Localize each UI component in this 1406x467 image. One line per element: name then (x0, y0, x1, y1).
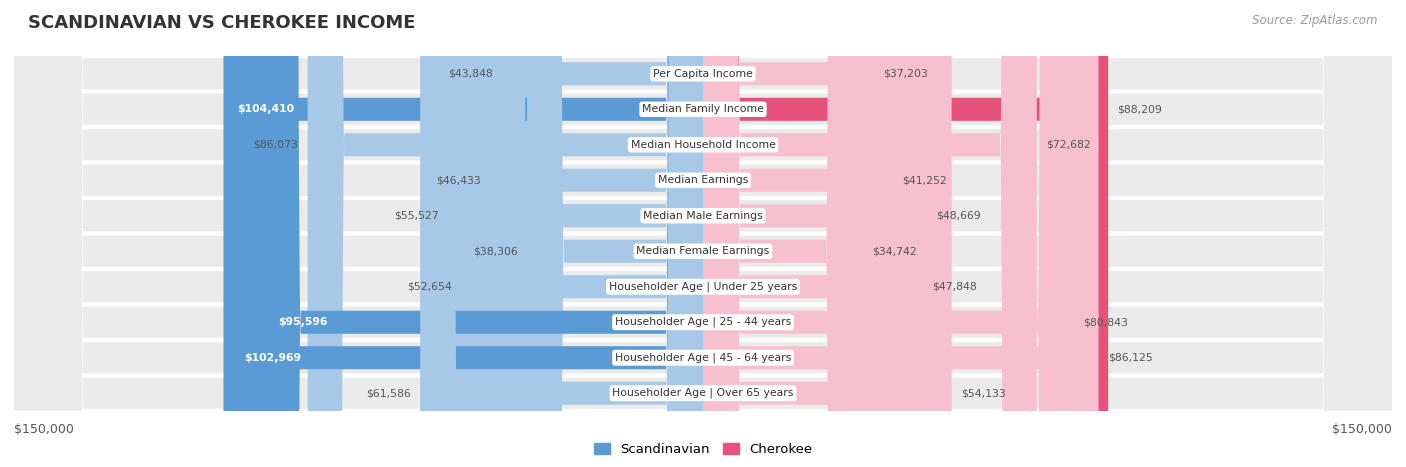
Text: Householder Age | 25 - 44 years: Householder Age | 25 - 44 years (614, 317, 792, 327)
FancyBboxPatch shape (14, 0, 1392, 467)
Text: $61,586: $61,586 (366, 388, 411, 398)
Text: $72,682: $72,682 (1046, 140, 1091, 150)
Text: $46,433: $46,433 (436, 175, 481, 185)
FancyBboxPatch shape (489, 0, 703, 467)
Text: $55,527: $55,527 (394, 211, 439, 221)
FancyBboxPatch shape (703, 0, 1074, 467)
FancyBboxPatch shape (703, 0, 1108, 467)
Text: SCANDINAVIAN VS CHEROKEE INCOME: SCANDINAVIAN VS CHEROKEE INCOME (28, 14, 416, 32)
Text: $52,654: $52,654 (408, 282, 451, 292)
Text: $88,209: $88,209 (1118, 104, 1163, 114)
FancyBboxPatch shape (703, 0, 1036, 467)
FancyBboxPatch shape (14, 0, 1392, 467)
Text: $41,252: $41,252 (901, 175, 946, 185)
Text: $102,969: $102,969 (243, 353, 301, 363)
FancyBboxPatch shape (703, 0, 862, 467)
FancyBboxPatch shape (14, 0, 1392, 467)
FancyBboxPatch shape (527, 0, 703, 467)
Text: $48,669: $48,669 (936, 211, 980, 221)
FancyBboxPatch shape (14, 0, 1392, 467)
FancyBboxPatch shape (703, 0, 952, 467)
FancyBboxPatch shape (14, 0, 1392, 467)
Text: $38,306: $38,306 (472, 246, 517, 256)
Text: Median Male Earnings: Median Male Earnings (643, 211, 763, 221)
Text: $86,125: $86,125 (1108, 353, 1153, 363)
Text: Source: ZipAtlas.com: Source: ZipAtlas.com (1253, 14, 1378, 27)
FancyBboxPatch shape (703, 0, 1098, 467)
Text: $80,843: $80,843 (1084, 317, 1129, 327)
Text: $54,133: $54,133 (960, 388, 1005, 398)
FancyBboxPatch shape (231, 0, 703, 467)
FancyBboxPatch shape (703, 0, 875, 467)
FancyBboxPatch shape (703, 0, 927, 467)
Text: $37,203: $37,203 (883, 69, 928, 79)
Text: $95,596: $95,596 (278, 317, 328, 327)
FancyBboxPatch shape (14, 0, 1392, 467)
Text: $86,073: $86,073 (253, 140, 298, 150)
FancyBboxPatch shape (502, 0, 703, 467)
Text: Median Earnings: Median Earnings (658, 175, 748, 185)
FancyBboxPatch shape (449, 0, 703, 467)
FancyBboxPatch shape (703, 0, 922, 467)
FancyBboxPatch shape (264, 0, 703, 467)
FancyBboxPatch shape (461, 0, 703, 467)
Text: Householder Age | Over 65 years: Householder Age | Over 65 years (612, 388, 794, 398)
Text: $150,000: $150,000 (1331, 424, 1392, 436)
FancyBboxPatch shape (308, 0, 703, 467)
Text: Median Family Income: Median Family Income (643, 104, 763, 114)
FancyBboxPatch shape (224, 0, 703, 467)
Legend: Scandinavian, Cherokee: Scandinavian, Cherokee (589, 438, 817, 461)
Text: Per Capita Income: Per Capita Income (652, 69, 754, 79)
FancyBboxPatch shape (14, 0, 1392, 467)
Text: $104,410: $104,410 (238, 104, 294, 114)
Text: $34,742: $34,742 (872, 246, 917, 256)
FancyBboxPatch shape (14, 0, 1392, 467)
FancyBboxPatch shape (703, 0, 893, 467)
Text: $47,848: $47,848 (932, 282, 977, 292)
Text: Median Household Income: Median Household Income (630, 140, 776, 150)
Text: Householder Age | 45 - 64 years: Householder Age | 45 - 64 years (614, 353, 792, 363)
FancyBboxPatch shape (420, 0, 703, 467)
Text: $43,848: $43,848 (447, 69, 492, 79)
FancyBboxPatch shape (14, 0, 1392, 467)
Text: $150,000: $150,000 (14, 424, 75, 436)
FancyBboxPatch shape (14, 0, 1392, 467)
Text: Householder Age | Under 25 years: Householder Age | Under 25 years (609, 282, 797, 292)
Text: Median Female Earnings: Median Female Earnings (637, 246, 769, 256)
